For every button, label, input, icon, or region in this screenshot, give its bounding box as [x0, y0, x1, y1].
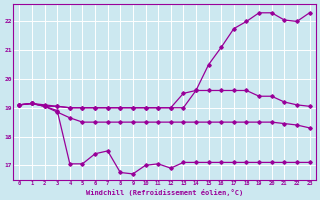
X-axis label: Windchill (Refroidissement éolien,°C): Windchill (Refroidissement éolien,°C)	[86, 189, 243, 196]
